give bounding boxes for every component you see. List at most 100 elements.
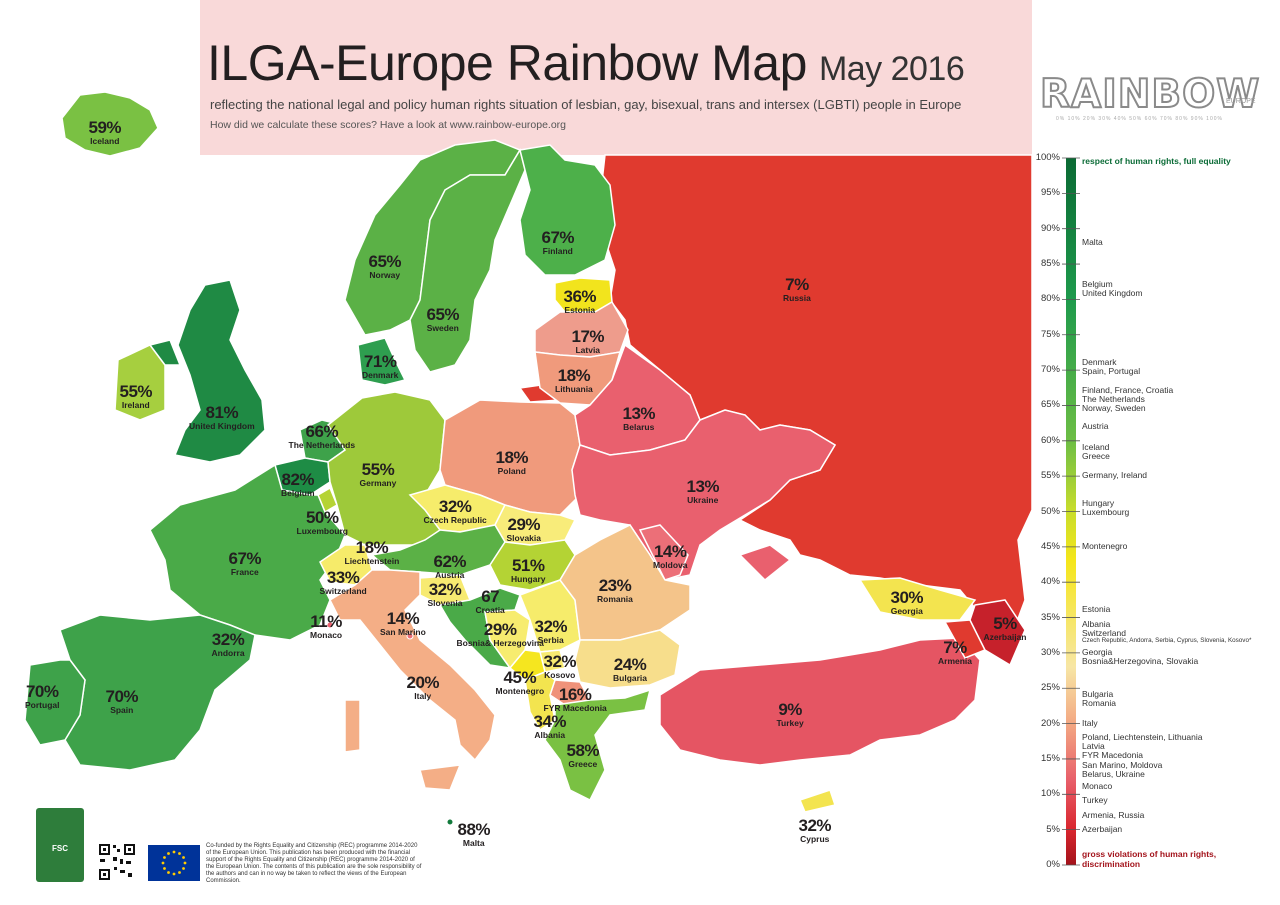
country-montenegro[interactable]	[508, 649, 546, 681]
country-france[interactable]	[149, 463, 346, 641]
legend-entry: Montenegro	[1082, 540, 1128, 551]
legend-entry: Denmark	[1082, 357, 1117, 368]
howto-text: How did we calculate these scores? Have …	[210, 119, 567, 131]
legend-entry: Greece	[1082, 450, 1110, 461]
fsc-logo: FSC	[36, 808, 84, 882]
legend-entry: Spain, Portugal	[1082, 366, 1141, 377]
country-georgia[interactable]	[858, 577, 977, 621]
legend-bottom-label: gross violations of human rights, discri…	[1082, 849, 1217, 869]
country-sweden[interactable]	[409, 148, 526, 373]
country-spain[interactable]	[59, 614, 256, 771]
rainbow-europe-logo: RAINBOW EUROPE 0% 10% 20% 30% 40% 50% 60…	[1039, 71, 1260, 127]
legend-entry: Latvia	[1082, 740, 1105, 751]
page-title: ILGA-Europe Rainbow Map May 2016	[207, 34, 965, 92]
legend-tick-label: 90%	[1040, 222, 1060, 234]
eu-star	[182, 867, 185, 870]
legend-tick-label: 20%	[1040, 717, 1060, 729]
country-italy[interactable]	[329, 569, 496, 762]
country-ukraine-crimea	[738, 544, 792, 582]
eu-star	[182, 856, 185, 859]
legend-tick-label: 65%	[1040, 399, 1060, 411]
legend-tick-label: 50%	[1040, 505, 1060, 517]
legend-entry: United Kingdom	[1082, 288, 1143, 299]
legend-tick-label: 60%	[1040, 434, 1060, 446]
eu-star	[172, 872, 176, 876]
legend-entry: Azerbaijan	[1082, 823, 1123, 834]
country-finland[interactable]	[519, 144, 616, 276]
legend-entry: Malta	[1082, 236, 1103, 247]
eu-star	[161, 861, 165, 865]
country-san-marino[interactable]	[406, 632, 414, 640]
country-cyprus[interactable]	[798, 789, 836, 813]
country-turkey[interactable]	[659, 637, 981, 766]
legend-tick-label: 15%	[1040, 752, 1060, 764]
eu-star	[183, 861, 187, 865]
title-date: May 2016	[818, 50, 965, 88]
legend-entry: Czech Republic, Andorra, Serbia, Cyprus,…	[1082, 636, 1252, 644]
country-united-kingdom[interactable]	[173, 279, 266, 463]
legend-entry: Norway, Sweden	[1082, 403, 1146, 414]
country-denmark[interactable]	[357, 337, 407, 386]
legend-entry: Finland, France, Croatia	[1082, 385, 1174, 396]
header-background	[200, 0, 1032, 155]
logo-scale: 0% 10% 20% 30% 40% 50% 60% 70% 80% 90% 1…	[1056, 116, 1223, 122]
legend-tick-label: 95%	[1040, 187, 1060, 199]
legend-tickmarks	[1062, 157, 1080, 866]
country-italy-sicily	[419, 764, 462, 791]
fsc-label: FSC	[52, 844, 68, 853]
eu-stars-icon	[161, 850, 187, 876]
legend-entry: FYR Macedonia	[1082, 749, 1143, 760]
legend-tick-label: 35%	[1040, 611, 1060, 623]
legend-tick-label: 70%	[1040, 364, 1060, 376]
legend-tick-label: 10%	[1040, 788, 1060, 800]
legend-entry: Bosnia&Herzegovina, Slovakia	[1082, 655, 1199, 666]
legend-tick-label: 0%	[1046, 859, 1060, 870]
country-moldova[interactable]	[638, 524, 689, 581]
legend-tick-label: 5%	[1046, 823, 1060, 835]
funding-note: Co-funded by the Rights Equality and Cit…	[206, 843, 422, 885]
country-italy-sardinia	[344, 699, 361, 753]
legend-tick-label: 85%	[1040, 258, 1060, 270]
legend-tick-label: 55%	[1040, 470, 1060, 482]
eu-star	[163, 856, 166, 859]
country-portugal[interactable]	[24, 659, 86, 746]
country-albania[interactable]	[524, 671, 556, 732]
eu-star	[178, 852, 181, 855]
eu-star	[167, 871, 170, 874]
logo-sub: EUROPE	[1226, 98, 1256, 105]
legend-entry: Germany, Ireland	[1082, 470, 1148, 481]
country-germany[interactable]	[326, 391, 446, 546]
legend-entry: Luxembourg	[1082, 507, 1130, 518]
country-iceland[interactable]	[61, 91, 159, 157]
logo-word: RAINBOW	[1039, 71, 1261, 118]
legend-entry: Austria	[1082, 420, 1109, 431]
country-greece[interactable]	[544, 688, 652, 802]
legend-entry: Monaco	[1082, 781, 1113, 792]
legend-top-label: respect of human rights, full equality	[1082, 156, 1231, 166]
eu-star	[178, 871, 181, 874]
eu-star	[172, 850, 176, 854]
country-bulgaria[interactable]	[574, 629, 681, 689]
eu-star	[163, 867, 166, 870]
legend-entry: Iceland	[1082, 441, 1110, 452]
country-azerbaijan[interactable]	[969, 599, 1026, 667]
country-malta[interactable]	[446, 818, 454, 826]
legend-tick-label: 40%	[1040, 576, 1060, 588]
legend-entry: San Marino, Moldova	[1082, 760, 1163, 771]
page-subtitle: reflecting the national legal and policy…	[210, 97, 962, 112]
legend-entry: Belarus, Ukraine	[1082, 769, 1145, 780]
legend-tick-label: 45%	[1040, 540, 1060, 552]
legend-entry: Armenia, Russia	[1082, 809, 1145, 820]
legend-entry: Poland, Liechtenstein, Lithuania	[1082, 731, 1203, 742]
legend-entry: Romania	[1082, 698, 1117, 709]
legend-entry: Belgium	[1082, 279, 1113, 290]
country-united-kingdom-ni	[148, 339, 182, 366]
legend-entry: Hungary	[1082, 498, 1115, 509]
eu-flag-icon	[148, 845, 200, 881]
legend-entry: Georgia	[1082, 646, 1113, 657]
legend-tick-label: 30%	[1040, 646, 1060, 658]
country-monaco[interactable]	[326, 621, 334, 629]
country-belgium[interactable]	[274, 457, 331, 496]
